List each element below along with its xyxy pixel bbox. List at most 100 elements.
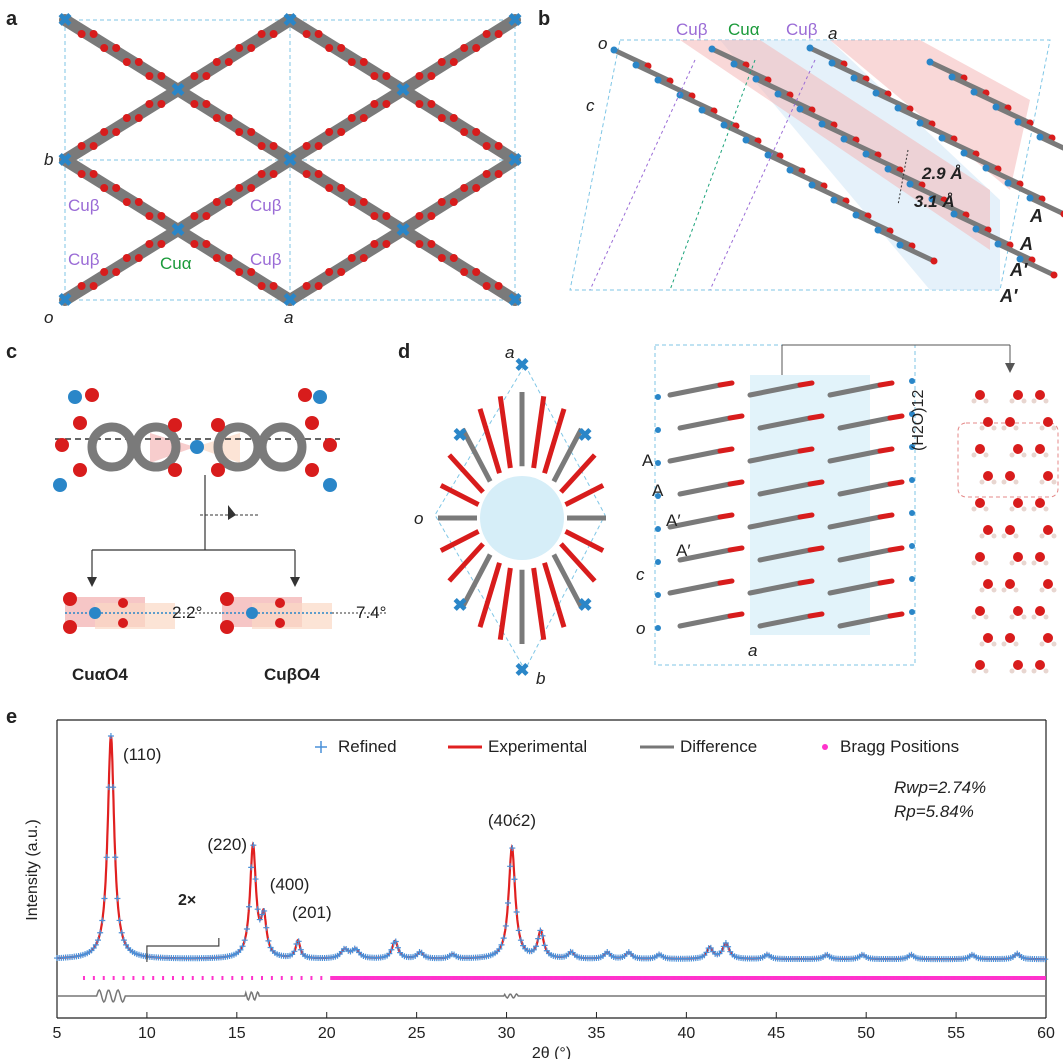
copper-atom [654, 76, 662, 84]
bragg-tick [221, 976, 224, 980]
bragg-tick [403, 976, 406, 980]
bragg-tick [480, 976, 483, 980]
oxygen-atom [77, 282, 86, 290]
oxygen-atom [73, 463, 87, 477]
oxygen-atom [202, 100, 211, 108]
bragg-tick [260, 976, 263, 980]
oxygen-atom [302, 30, 311, 38]
chain-segment [827, 580, 883, 596]
water-hydrogen [991, 425, 997, 431]
panel-a-cu-beta-1: Cuβ [68, 196, 100, 215]
chain-segment [897, 242, 937, 264]
oxygen-atom [427, 240, 436, 248]
oxygen-segment [717, 446, 735, 454]
water-oxygen [1005, 471, 1015, 481]
chain-segment [851, 75, 891, 97]
oxygen-atom [122, 58, 131, 66]
bragg-tick [417, 976, 420, 980]
bragg-tick [729, 976, 732, 980]
bragg-tick [424, 976, 427, 980]
bragg-tick [540, 976, 543, 980]
bragg-tick [835, 976, 838, 980]
oxygen-atom [460, 184, 469, 192]
copper-atom [972, 225, 980, 233]
oxygen-atom [122, 198, 131, 206]
oxygen-atom [314, 30, 323, 38]
copper-node: ✖ [57, 10, 72, 30]
framework-spoke [497, 395, 513, 469]
copper-atom [948, 73, 956, 81]
bragg-tick [412, 976, 415, 980]
bragg-tick [929, 976, 932, 980]
bragg-tick [980, 976, 983, 980]
bragg-tick [993, 976, 996, 980]
copper-atom [909, 543, 915, 549]
copper-node: ✖ [507, 10, 522, 30]
copper-atom [796, 105, 804, 113]
bragg-tick [833, 976, 836, 980]
copper-atom [909, 477, 915, 483]
framework-spoke [542, 562, 567, 628]
bragg-tick [674, 976, 677, 980]
framework-spoke [477, 562, 502, 628]
refined-point [94, 937, 101, 944]
bragg-tick [642, 976, 645, 980]
refined-point [267, 944, 274, 951]
framework-spoke [551, 553, 584, 609]
bragg-tick [569, 976, 572, 980]
refined-point [515, 927, 522, 934]
bragg-tick [603, 976, 606, 980]
experimental-line [56, 735, 1046, 961]
bragg-tick [886, 976, 889, 980]
bragg-tick [930, 976, 933, 980]
bragg-tick [762, 976, 765, 980]
bragg-tick [640, 976, 643, 980]
bragg-tick [406, 976, 409, 980]
bragg-tick [920, 976, 923, 980]
refined-point [250, 842, 257, 849]
bragg-tick [485, 976, 488, 980]
bragg-tick [516, 976, 519, 980]
bragg-tick [869, 976, 872, 980]
chain-segment [927, 59, 967, 81]
framework-spoke [497, 567, 513, 641]
x-tick-label: 25 [408, 1025, 426, 1042]
bragg-tick [534, 976, 537, 980]
bragg-tick [576, 976, 579, 980]
bragg-tick [919, 976, 922, 980]
panel-a-cu-beta-4: Cuβ [250, 250, 282, 269]
bragg-tick [744, 976, 747, 980]
oxygen-segment [887, 611, 905, 619]
bragg-tick [496, 976, 499, 980]
bragg-tick [483, 976, 486, 980]
chain-segment [709, 46, 749, 68]
bragg-tick [1030, 976, 1033, 980]
oxygen-segment [877, 380, 895, 388]
water-hydrogen [1043, 506, 1049, 512]
bragg-tick [636, 976, 639, 980]
refined-point [103, 854, 110, 861]
copper-atom [1036, 133, 1044, 141]
panel-b-stack-4: A′ [1000, 286, 1018, 306]
oxygen-atom [347, 58, 356, 66]
oxygen-atom [122, 114, 131, 122]
oxygen-atom [305, 463, 319, 477]
panel-d-stack-3: A′ [666, 511, 681, 530]
oxygen-atom [118, 598, 128, 608]
oxygen-atom [325, 184, 334, 192]
bragg-tick [865, 976, 868, 980]
oxygen-atom [415, 240, 424, 248]
oxygen-atom [190, 240, 199, 248]
bragg-tick [360, 976, 363, 980]
bragg-tick [545, 976, 548, 980]
bragg-tick [492, 976, 495, 980]
bragg-tick [823, 976, 826, 980]
oxygen-segment [717, 380, 735, 388]
bragg-tick [755, 976, 758, 980]
oxygen-atom [323, 438, 337, 452]
bragg-tick [673, 976, 676, 980]
oxygen-atom [427, 100, 436, 108]
oxygen-segment [717, 512, 735, 520]
bragg-tick [996, 976, 999, 980]
bragg-tick [935, 976, 938, 980]
